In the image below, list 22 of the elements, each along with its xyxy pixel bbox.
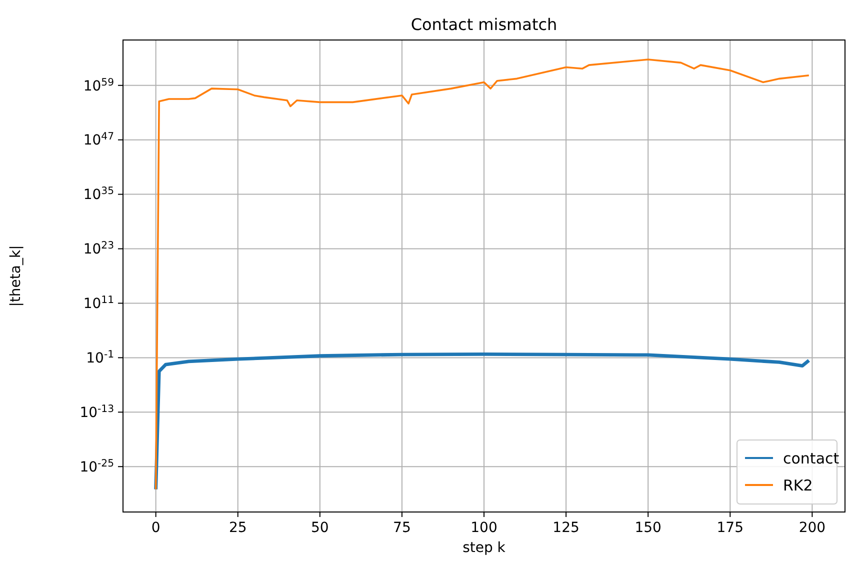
x-tick-label: 75	[393, 520, 411, 536]
y-axis-title: |theta_k|	[8, 245, 24, 307]
x-tick-label: 125	[552, 520, 580, 536]
legend-label: RK2	[783, 476, 813, 494]
y-tick-label: 10$^{-13}$	[80, 404, 114, 422]
y-tick-label: 10$^{59}$	[83, 76, 114, 94]
x-axis-title: step k	[462, 540, 506, 556]
x-tick-label: 175	[716, 520, 744, 536]
y-tick-label: 10$^{23}$	[83, 240, 114, 258]
x-tick-label: 0	[151, 520, 160, 536]
y-tick-label: 10$^{11}$	[83, 294, 114, 312]
x-tick-label: 25	[228, 520, 247, 536]
y-tick-label: 10$^{35}$	[83, 186, 114, 204]
y-tick-label: 10$^{47}$	[83, 131, 114, 149]
x-tick-label: 150	[634, 520, 662, 536]
y-tick-label: 10$^{-1}$	[86, 349, 114, 367]
x-tick-label: 50	[310, 520, 329, 536]
x-tick-label: 200	[798, 520, 826, 536]
x-tick-label: 100	[470, 520, 498, 536]
chart-title: Contact mismatch	[410, 15, 558, 34]
y-tick-label: 10$^{-25}$	[80, 458, 114, 476]
legend-label: contact	[783, 449, 840, 468]
